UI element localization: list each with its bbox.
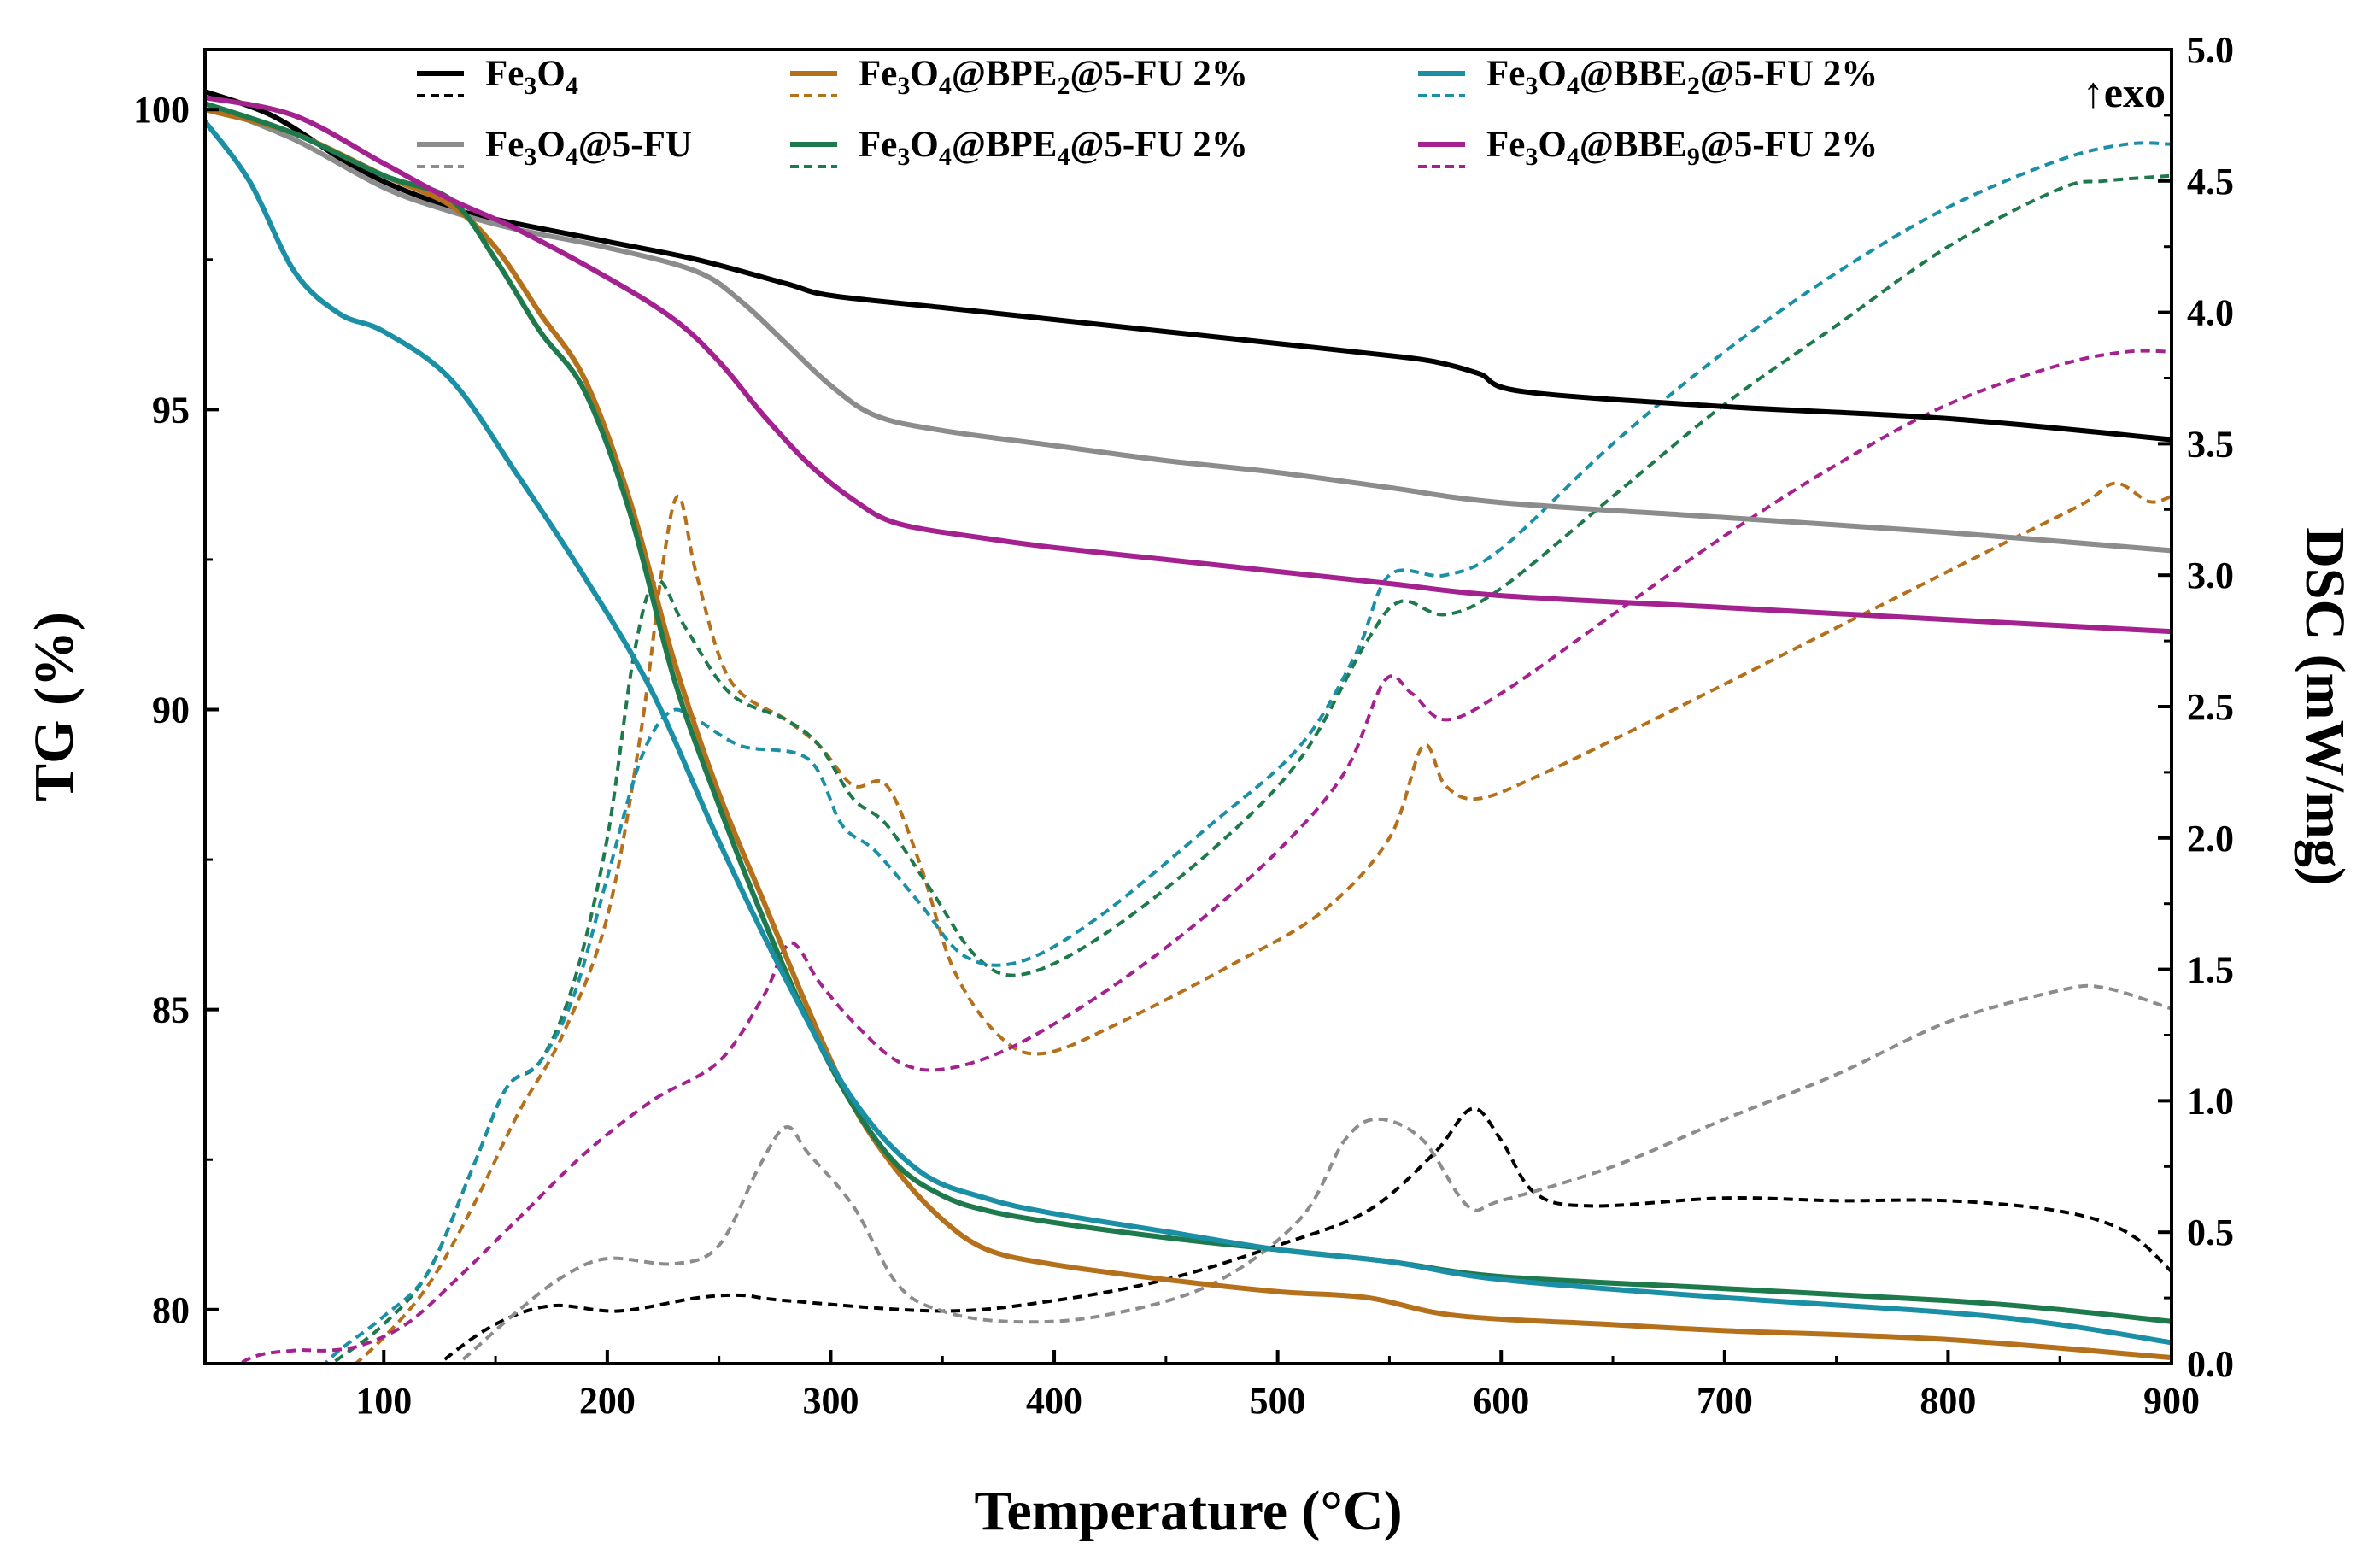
tg-line-fe3o4-bbe2-5-fu-2 [205,120,2172,1346]
y2-tick-label: 1.0 [2187,1080,2234,1122]
legend-item-fe3o4-bpe4-5-fu-2: Fe3O4@BPE4@5-FU 2% [790,125,1248,171]
y2-tick-label: 0.0 [2187,1343,2234,1385]
dsc-line-fe3o4-bbe9-5-fu-2 [237,349,2172,1364]
y-tick-label: 95 [152,389,190,431]
tg-line-fe3o4-bpe4-5-fu-2 [205,101,2172,1324]
y-tick-label: 80 [152,1289,190,1331]
series-layer [205,89,2172,1364]
dsc-line-fe3o4-bpe2-5-fu-2 [353,481,2172,1364]
exo-annotation: ↑exo [2083,68,2166,116]
legend-item-fe3o4-bbe2-5-fu-2: Fe3O4@BBE2@5-FU 2% [1418,54,1878,100]
y2-tick-label: 3.5 [2187,423,2234,465]
tg-line-fe3o4-5-fu [205,101,2172,554]
tg-line-fe3o4 [205,89,2172,443]
dsc-line-fe3o4-5-fu [455,983,2172,1364]
y-tick-label: 100 [133,89,190,131]
legend-label: Fe3O4@BBE2@5-FU 2% [1486,54,1878,100]
x-axis-title: Temperature (°C) [974,1480,1402,1542]
legend-label: Fe3O4@5-FU [485,125,692,171]
x-tick-label: 100 [355,1380,412,1422]
y2-tick-label: 4.5 [2187,161,2234,202]
x-tick-label: 800 [1920,1380,1976,1422]
y-axis-title: TG (%) [23,612,85,801]
y2-tick-label: 2.0 [2187,818,2234,860]
legend-item-fe3o4-5-fu: Fe3O4@5-FU [417,125,692,171]
dsc-line-fe3o4 [437,1106,2172,1364]
x-tick-label: 500 [1250,1380,1306,1422]
x-tick-label: 200 [579,1380,636,1422]
y-tick-label: 85 [152,989,190,1031]
legend-item-fe3o4-bpe2-5-fu-2: Fe3O4@BPE2@5-FU 2% [790,54,1248,100]
x-tick-label: 300 [802,1380,859,1422]
y2-tick-label: 5.0 [2187,29,2234,71]
y2-tick-label: 1.5 [2187,949,2234,991]
tg-line-fe3o4-bbe9-5-fu-2 [205,95,2172,635]
y-tick-label: 90 [152,689,190,731]
legend-item-fe3o4-bbe9-5-fu-2: Fe3O4@BBE9@5-FU 2% [1418,125,1878,171]
legend-label: Fe3O4@BBE9@5-FU 2% [1486,125,1878,171]
x-tick-label: 600 [1473,1380,1529,1422]
y2-tick-label: 2.5 [2187,686,2234,728]
y2-tick-label: 0.5 [2187,1212,2234,1253]
y2-axis-title: DSC (mW/mg) [2294,527,2356,886]
y2-tick-label: 3.0 [2187,555,2234,596]
dsc-line-fe3o4-bbe2-5-fu-2 [322,141,2172,1364]
legend-label: Fe3O4@BPE4@5-FU 2% [859,125,1248,171]
x-tick-label: 900 [2143,1380,2200,1422]
x-tick-label: 700 [1697,1380,1753,1422]
legend-label: Fe3O4@BPE2@5-FU 2% [859,54,1248,100]
ticks-layer: 100 200 300 400 500 600 700 800 900 80 85 90 95 100 0.… [133,29,2234,1422]
x-tick-label: 400 [1026,1380,1082,1422]
y2-tick-label: 4.0 [2187,292,2234,334]
